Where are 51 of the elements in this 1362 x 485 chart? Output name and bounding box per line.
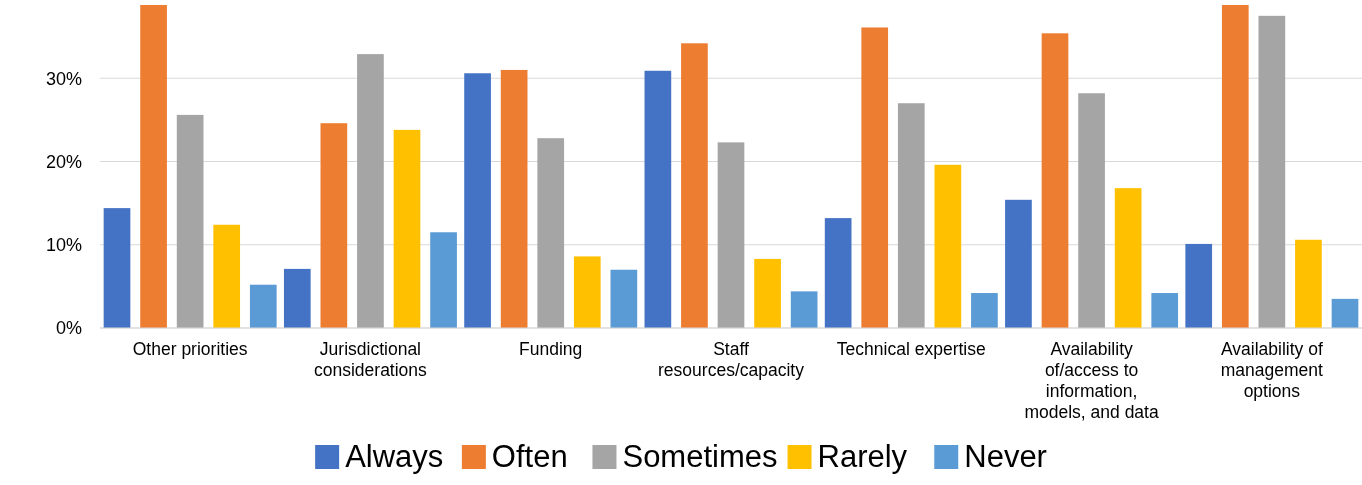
bar	[430, 232, 457, 328]
x-tick-label: Jurisdictional considerations	[314, 339, 428, 380]
bar	[610, 269, 638, 328]
bar	[1331, 298, 1359, 328]
x-tick-label: Availability of/access to information, models, and data	[1024, 339, 1159, 422]
bar	[283, 268, 311, 328]
y-tick-label: 10%	[45, 235, 82, 256]
bar	[1185, 243, 1213, 328]
bar	[537, 138, 565, 328]
bar	[1114, 188, 1142, 328]
bar	[1221, 5, 1249, 328]
bar	[573, 256, 601, 328]
bar	[213, 224, 241, 328]
x-tick-label: Funding	[519, 339, 583, 359]
bar	[717, 142, 745, 328]
legend-label: Often	[491, 439, 568, 474]
legend-label: Always	[345, 439, 444, 474]
bar	[824, 218, 852, 328]
bar	[1078, 93, 1105, 328]
x-tick-label: Availability of management options	[1220, 339, 1324, 401]
legend-label: Never	[964, 439, 1047, 474]
bar	[644, 70, 672, 328]
y-tick-label: 20%	[45, 151, 82, 172]
x-tick-label: Other priorities	[132, 339, 248, 359]
bar	[176, 114, 204, 328]
bar	[393, 129, 421, 328]
bar	[1295, 239, 1322, 328]
bar	[861, 27, 889, 328]
bar	[464, 73, 491, 328]
bar	[103, 208, 131, 328]
bar	[1151, 293, 1179, 328]
bar	[1041, 33, 1069, 328]
bar	[357, 54, 384, 328]
bar	[500, 69, 528, 328]
bar	[249, 284, 277, 328]
bar	[681, 43, 708, 328]
bar	[320, 123, 348, 328]
bar	[1005, 199, 1032, 328]
bar	[934, 164, 962, 328]
bar	[754, 258, 781, 328]
y-tick-label: 30%	[45, 68, 82, 89]
bar	[790, 291, 818, 328]
bar	[971, 293, 998, 328]
x-tick-label: Staff resources/capacity	[658, 339, 805, 380]
y-tick-label: 0%	[55, 318, 82, 339]
legend-label: Sometimes	[622, 439, 778, 474]
x-tick-label: Technical expertise	[836, 339, 986, 359]
legend-label: Rarely	[817, 439, 908, 474]
bar	[140, 5, 167, 328]
bar	[1258, 15, 1286, 328]
bar	[897, 103, 925, 328]
